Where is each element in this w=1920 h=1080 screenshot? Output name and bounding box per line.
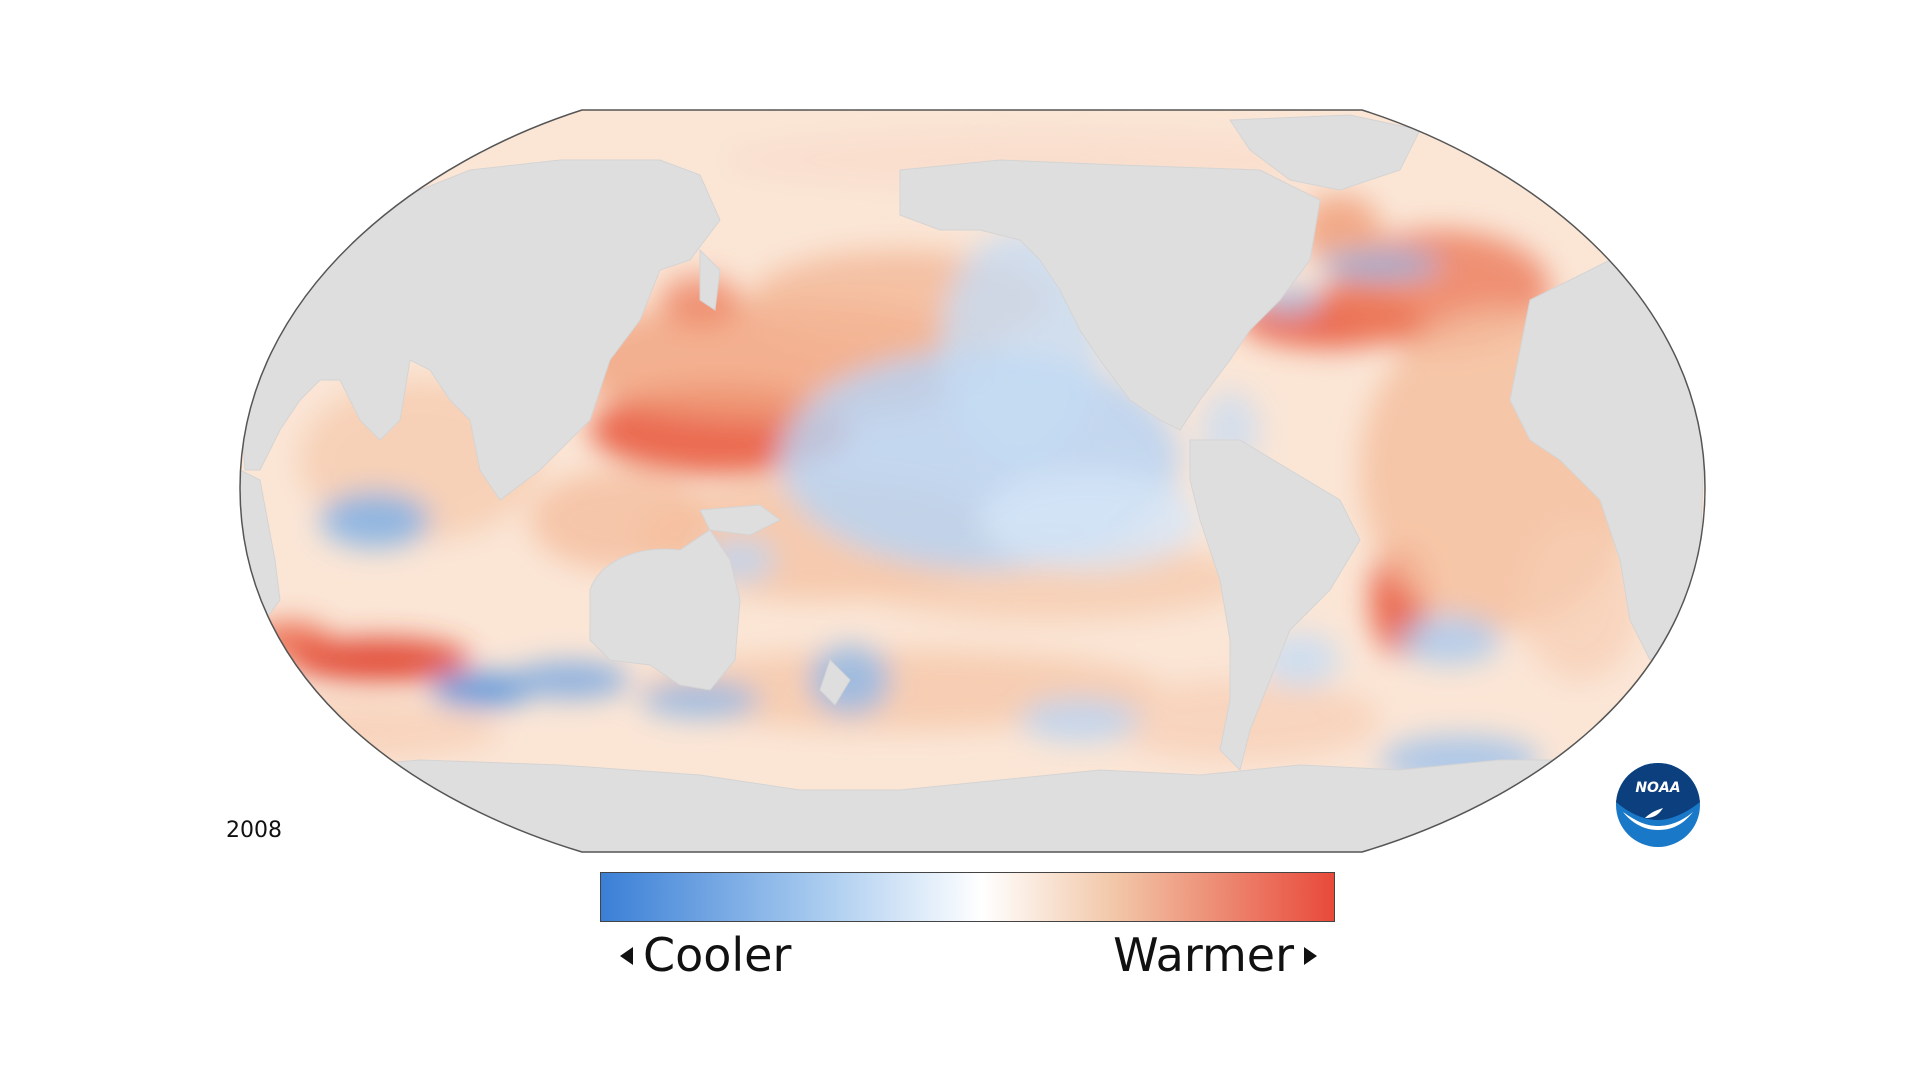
antarctica-land	[240, 759, 1705, 852]
legend-warmer-text: Warmer	[1113, 928, 1294, 982]
legend-color-bar	[600, 872, 1335, 922]
legend-warmer: Warmer	[1113, 928, 1317, 982]
legend-cooler-text: Cooler	[643, 928, 792, 982]
noaa-logo-text: NOAA	[1635, 780, 1680, 796]
noaa-logo: NOAA	[1616, 763, 1700, 847]
map-globe	[240, 110, 1705, 852]
legend-labels: Cooler Warmer	[600, 928, 1335, 988]
legend-cooler: Cooler	[620, 928, 791, 982]
australia-land	[589, 529, 741, 691]
year-label: 2008	[226, 818, 282, 843]
north-america-land	[899, 159, 1321, 431]
globe-outline	[239, 109, 1706, 853]
new-zealand-land	[819, 659, 851, 706]
left-triangle-icon	[620, 946, 633, 965]
japan-land	[699, 248, 721, 311]
color-legend: Cooler Warmer	[600, 872, 1335, 988]
greenland-land	[1229, 114, 1421, 191]
south-america-land	[1189, 439, 1361, 771]
land-masses	[240, 114, 1705, 852]
right-triangle-icon	[1304, 946, 1317, 965]
new-guinea-land	[699, 504, 781, 536]
